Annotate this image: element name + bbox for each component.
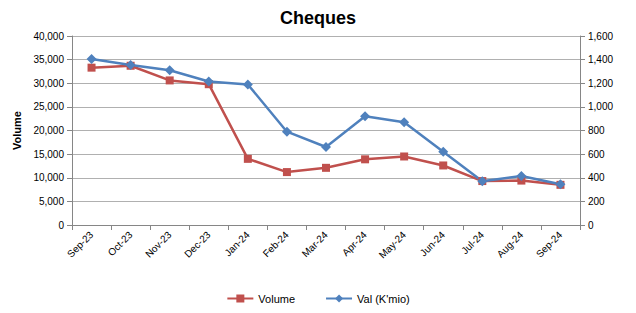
svg-text:400: 400 xyxy=(588,172,605,183)
svg-text:40,000: 40,000 xyxy=(33,31,64,42)
svg-text:Dec-23: Dec-23 xyxy=(182,229,213,260)
svg-text:25,000: 25,000 xyxy=(33,101,64,112)
svg-text:20,000: 20,000 xyxy=(33,125,64,136)
svg-text:Jul-24: Jul-24 xyxy=(459,229,486,256)
svg-text:Apr-24: Apr-24 xyxy=(340,229,369,258)
svg-text:0: 0 xyxy=(588,220,594,231)
svg-text:Val (K'mio): Val (K'mio) xyxy=(357,293,410,305)
svg-text:35,000: 35,000 xyxy=(33,54,64,65)
svg-text:Jun-24: Jun-24 xyxy=(418,229,448,259)
svg-text:800: 800 xyxy=(588,125,605,136)
svg-text:May-24: May-24 xyxy=(377,229,409,261)
svg-text:Volume: Volume xyxy=(11,111,23,150)
svg-text:1,400: 1,400 xyxy=(588,54,613,65)
svg-text:1,600: 1,600 xyxy=(588,31,613,42)
svg-text:Cheques: Cheques xyxy=(280,8,356,28)
svg-text:1,200: 1,200 xyxy=(588,78,613,89)
svg-text:Volume: Volume xyxy=(258,293,295,305)
svg-text:Sep-24: Sep-24 xyxy=(534,229,565,260)
svg-text:10,000: 10,000 xyxy=(33,172,64,183)
svg-text:30,000: 30,000 xyxy=(33,78,64,89)
svg-text:200: 200 xyxy=(588,196,605,207)
svg-text:5,000: 5,000 xyxy=(39,196,64,207)
svg-text:Oct-23: Oct-23 xyxy=(106,229,135,258)
svg-text:1,000: 1,000 xyxy=(588,101,613,112)
svg-text:Sep-23: Sep-23 xyxy=(65,229,96,260)
svg-text:15,000: 15,000 xyxy=(33,149,64,160)
svg-text:Feb-24: Feb-24 xyxy=(261,229,291,259)
svg-text:Jan-24: Jan-24 xyxy=(222,229,252,259)
svg-text:0: 0 xyxy=(58,220,64,231)
svg-text:600: 600 xyxy=(588,149,605,160)
svg-text:Mar-24: Mar-24 xyxy=(300,229,330,259)
svg-text:Nov-23: Nov-23 xyxy=(143,229,174,260)
svg-text:Aug-24: Aug-24 xyxy=(495,229,526,260)
